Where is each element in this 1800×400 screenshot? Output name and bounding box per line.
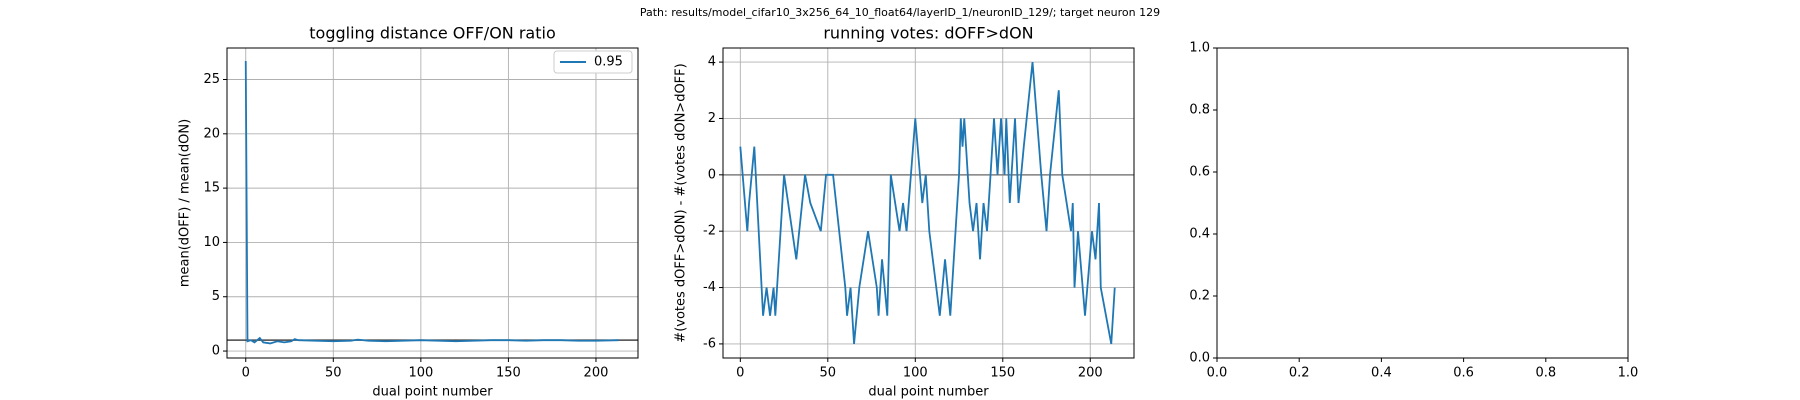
axes-frame — [226, 47, 639, 359]
y-tick-label: 4 — [708, 55, 716, 70]
y-tick-label: 0.6 — [1189, 165, 1210, 180]
legend-box — [553, 50, 633, 74]
data-line — [739, 61, 1116, 345]
y-tick-label: 0.0 — [1189, 351, 1210, 366]
y-tick-label: 2 — [708, 111, 716, 126]
x-axis-label: dual point number — [372, 385, 493, 400]
axes-title: running votes: dOFF>dON — [823, 24, 1033, 43]
x-tick-label: 150 — [990, 366, 1015, 381]
x-axis-label: dual point number — [868, 385, 989, 400]
y-tick-label: 0 — [708, 167, 716, 182]
x-tick-label: 0.2 — [1289, 366, 1310, 381]
x-tick-label: 50 — [325, 366, 342, 381]
x-tick-label: 200 — [584, 366, 609, 381]
x-tick-label: 1.0 — [1618, 366, 1639, 381]
y-tick-label: 0 — [212, 344, 220, 359]
y-tick-label: 5 — [212, 289, 220, 304]
y-tick-label: 0.4 — [1189, 227, 1210, 242]
y-tick-label: 15 — [203, 181, 220, 196]
y-tick-label: 10 — [203, 235, 220, 250]
x-tick-label: 0 — [242, 366, 250, 381]
y-tick-label: -4 — [703, 280, 716, 295]
y-tick-label: 0.8 — [1189, 103, 1210, 118]
y-tick-label: 20 — [203, 126, 220, 141]
x-tick-label: 50 — [820, 366, 837, 381]
x-tick-label: 150 — [496, 366, 521, 381]
legend: 0.95 — [553, 50, 633, 74]
x-tick-label: 0.4 — [1371, 366, 1392, 381]
x-tick-label: 0.0 — [1207, 366, 1228, 381]
axes-title: toggling distance OFF/ON ratio — [309, 24, 555, 43]
legend-label: 0.95 — [594, 55, 623, 70]
data-line — [244, 61, 619, 345]
y-tick-label: 0.2 — [1189, 289, 1210, 304]
y-axis-label: #(votes dOFF>dON) - #(votes dON>dOFF) — [674, 63, 689, 342]
y-tick-label: -2 — [703, 224, 716, 239]
x-tick-label: 100 — [903, 366, 928, 381]
y-axis-label: mean(dOFF) / mean(dON) — [178, 119, 193, 287]
x-tick-label: 200 — [1078, 366, 1103, 381]
axes-frame — [1216, 47, 1629, 359]
y-tick-label: 1.0 — [1189, 41, 1210, 56]
x-tick-label: 100 — [408, 366, 433, 381]
suptitle: Path: results/model_cifar10_3x256_64_10_… — [640, 6, 1160, 19]
x-tick-label: 0 — [736, 366, 744, 381]
axes-frame — [722, 47, 1135, 359]
x-tick-label: 0.6 — [1453, 366, 1474, 381]
y-tick-label: -6 — [703, 336, 716, 351]
y-tick-label: 25 — [203, 72, 220, 87]
x-tick-label: 0.8 — [1535, 366, 1556, 381]
